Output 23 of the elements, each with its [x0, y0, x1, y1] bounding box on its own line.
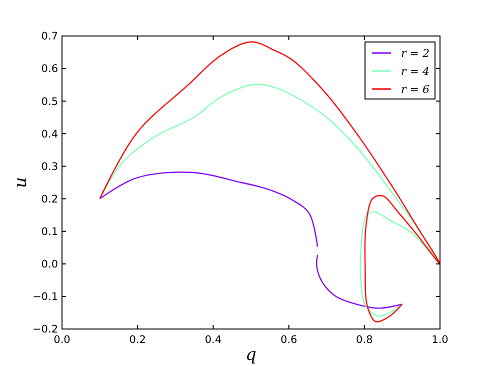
y-tick-label: 0.5 — [41, 96, 58, 108]
y-tick-label: 0.0 — [41, 258, 58, 271]
y-tick-label: −0.1 — [32, 291, 58, 304]
x-tick-label: 1.0 — [432, 334, 448, 346]
x-axis-title: q — [246, 345, 257, 365]
y-tick-label: 0.4 — [41, 128, 58, 140]
x-tick-label: 0.6 — [280, 334, 298, 346]
legend-label: r = 6 — [401, 82, 430, 96]
y-tick-label: −0.2 — [32, 324, 58, 336]
y-tick-label: 0.6 — [41, 63, 58, 76]
legend-label: r = 2 — [401, 46, 430, 60]
line-series — [99, 84, 440, 317]
legend-label: r = 4 — [401, 64, 430, 78]
y-tick-label: 0.7 — [41, 30, 58, 43]
y-tick-label: 0.1 — [41, 226, 58, 238]
y-axis-title: u — [11, 177, 31, 188]
x-tick-label: 0.4 — [204, 334, 222, 346]
y-tick-label: 0.2 — [41, 193, 58, 206]
x-tick-label: 0.0 — [54, 334, 70, 346]
x-tick-label: 0.2 — [129, 334, 146, 346]
line-series — [99, 41, 440, 322]
y-tick-label: 0.3 — [41, 160, 58, 173]
x-tick-label: 0.8 — [356, 334, 373, 346]
